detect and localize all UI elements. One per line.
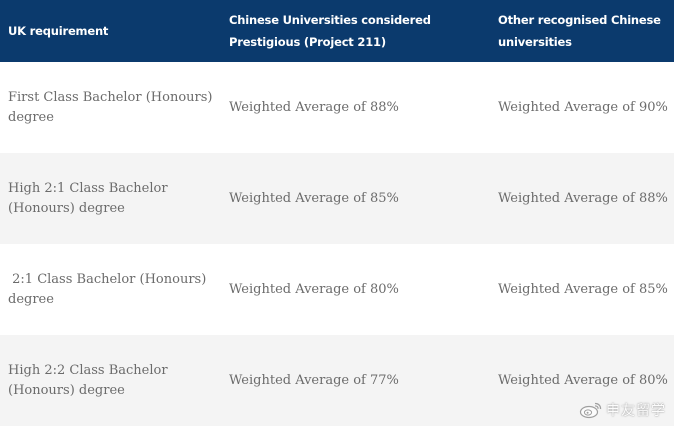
header-prestigious-universities: Chinese Universities considered Prestigi… (229, 13, 431, 49)
prestigious-requirement-cell: Weighted Average of 80% (229, 281, 399, 297)
header-other-universities: Other recognised Chinese universities (498, 13, 661, 49)
uk-requirement-cell: High 2:2 Class Bachelor (Honours) degree (8, 362, 168, 398)
watermark: 申友留学 (579, 400, 666, 420)
uk-requirement-cell: First Class Bachelor (Honours) degree (8, 89, 213, 125)
weibo-icon (579, 402, 602, 419)
table-body: First Class Bachelor (Honours) degree We… (0, 62, 674, 426)
table-header: UK requirement Chinese Universities cons… (0, 0, 674, 62)
other-requirement-cell: Weighted Average of 85% (498, 281, 668, 297)
table-row: High 2:2 Class Bachelor (Honours) degree… (0, 335, 674, 426)
header-uk-requirement: UK requirement (8, 24, 109, 38)
watermark-text: 申友留学 (606, 403, 666, 419)
prestigious-requirement-cell: Weighted Average of 85% (229, 190, 399, 206)
header-row: UK requirement Chinese Universities cons… (0, 0, 674, 62)
prestigious-requirement-cell: Weighted Average of 77% (229, 372, 399, 388)
other-requirement-cell: Weighted Average of 80% (498, 372, 668, 388)
other-requirement-cell: Weighted Average of 90% (498, 99, 668, 115)
other-requirement-cell: Weighted Average of 88% (498, 190, 668, 206)
prestigious-requirement-cell: Weighted Average of 88% (229, 99, 399, 115)
uk-requirement-cell: High 2:1 Class Bachelor (Honours) degree (8, 180, 168, 216)
table-row: 2:1 Class Bachelor (Honours) degree Weig… (0, 244, 674, 335)
table-row: First Class Bachelor (Honours) degree We… (0, 62, 674, 153)
uk-requirement-cell: 2:1 Class Bachelor (Honours) degree (8, 271, 211, 307)
table-row: High 2:1 Class Bachelor (Honours) degree… (0, 153, 674, 244)
